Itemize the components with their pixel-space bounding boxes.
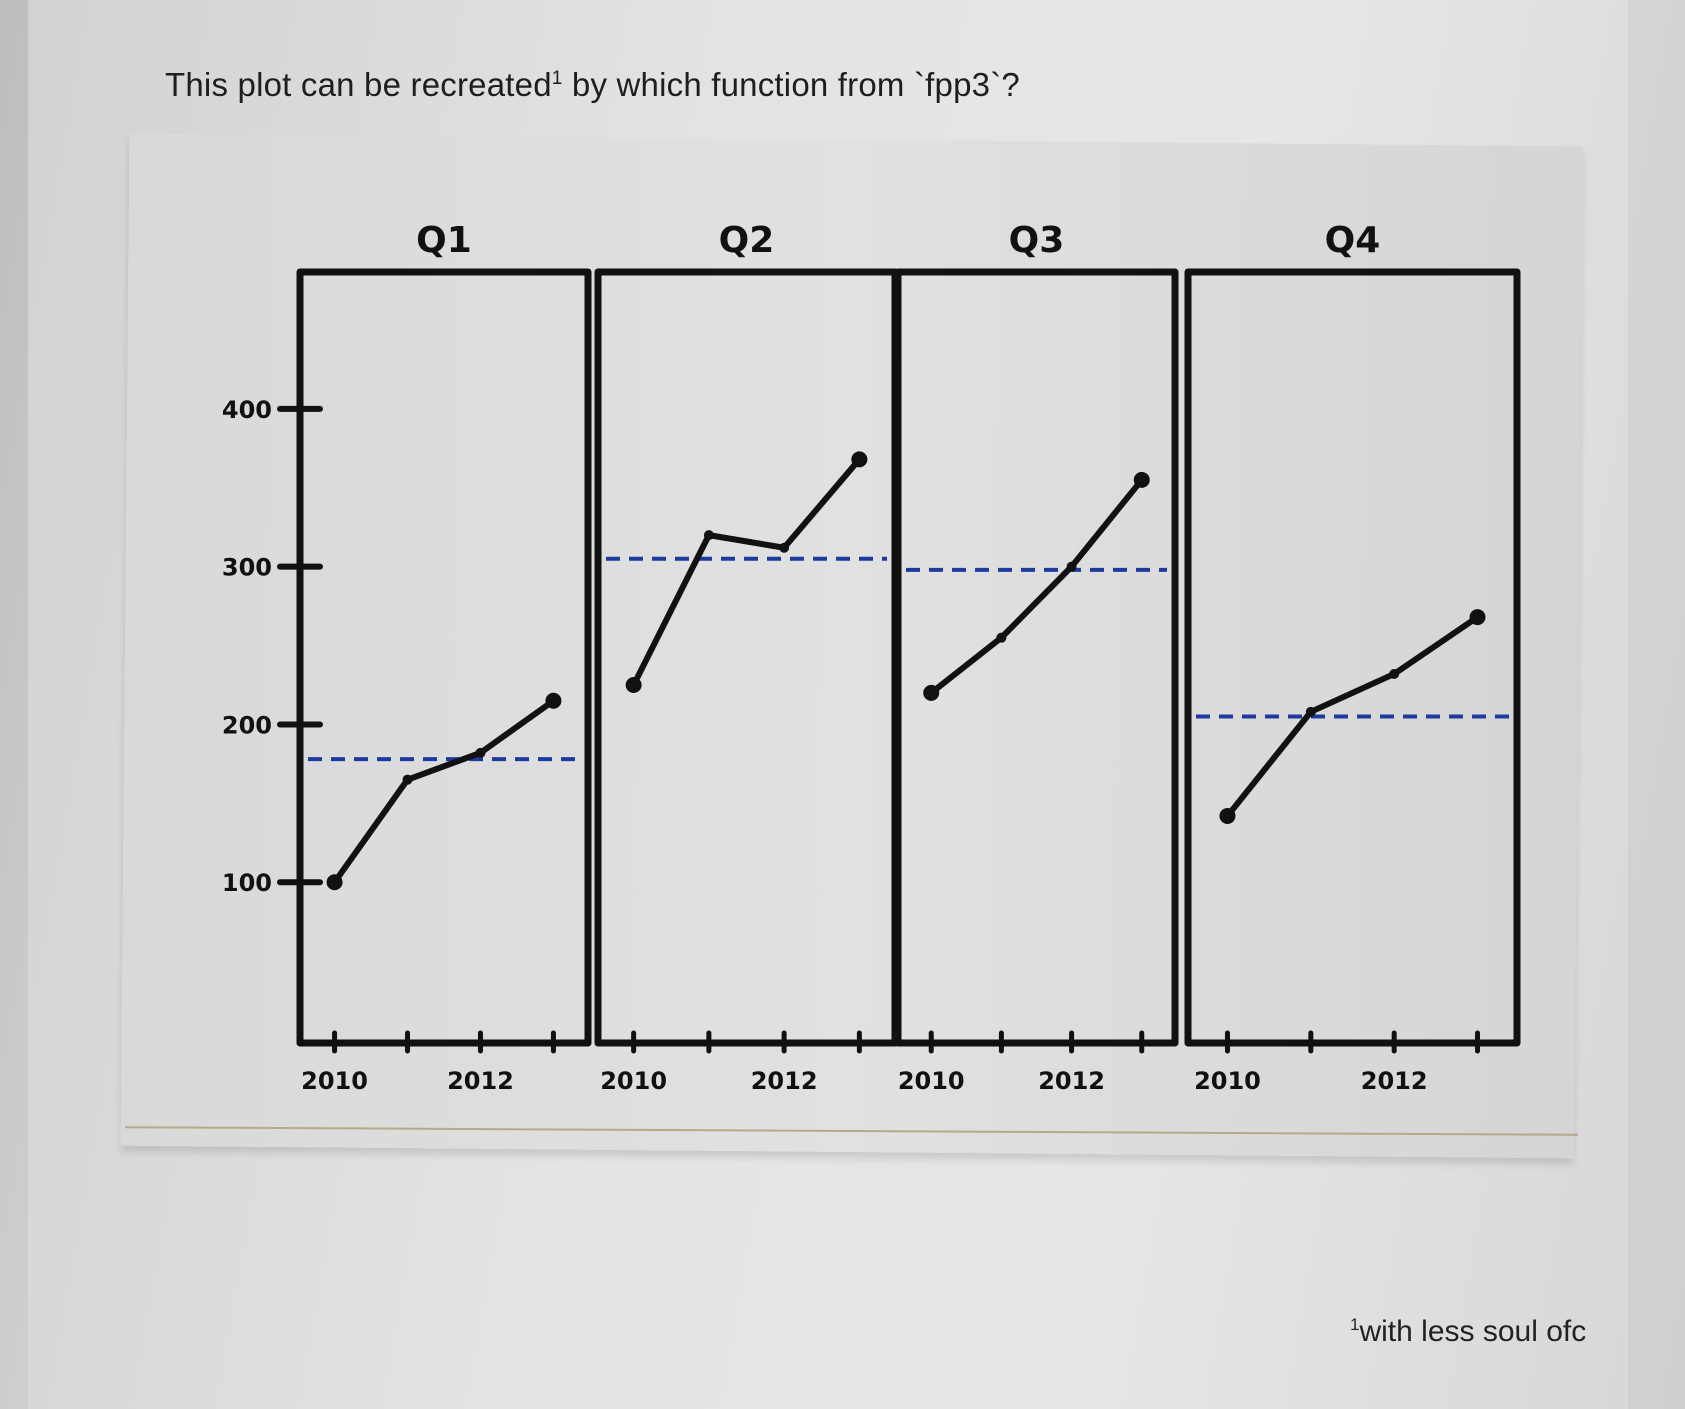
x-tick-label: 2010 [1194,1067,1261,1095]
facet-panel-frame [894,268,1179,1047]
facet-title: Q1 [416,220,472,261]
data-point [402,774,413,785]
data-point [1066,561,1077,572]
data-point [1469,609,1486,626]
facet-title: Q3 [1009,220,1065,261]
facet-title: Q4 [1325,220,1381,261]
y-tick-label: 200 [222,711,272,739]
data-point [996,632,1007,643]
x-tick-label: 2012 [1038,1067,1105,1095]
y-tick-label: 400 [222,396,272,424]
data-point [326,874,343,891]
x-tick-label: 2012 [751,1067,818,1095]
data-point [545,692,562,709]
series-line [1224,614,1481,819]
series-line [630,456,863,688]
y-tick-label: 100 [222,869,272,897]
question-text: This plot can be recreated1 by which fun… [165,66,1020,104]
data-point [851,451,868,468]
x-tick-label: 2012 [1361,1067,1428,1095]
data-point [1389,668,1400,679]
data-point [1219,807,1236,824]
x-tick-label: 2010 [301,1067,368,1095]
facet-title: Q2 [719,220,775,261]
facet-panel-frame [594,268,899,1047]
x-tick-label: 2012 [447,1067,514,1095]
data-point [1305,706,1316,717]
series-line [331,697,557,886]
x-tick-label: 2010 [898,1067,965,1095]
question-superscript: 1 [551,68,563,89]
data-point [703,530,714,541]
data-point [779,542,790,553]
data-point [625,677,642,693]
x-tick-label: 2010 [600,1067,667,1095]
series-line [928,476,1145,696]
footnote: 1with less soul ofc [1350,1315,1586,1349]
question-text-after: by which function from `fpp3`? [562,66,1020,103]
data-point [1133,471,1150,488]
facet-panel-frame [1184,268,1521,1047]
facet-panel-frame [296,268,592,1047]
footnote-text: with less soul ofc [1359,1315,1587,1348]
question-text-before: This plot can be recreated [165,66,552,103]
footnote-marker: 1 [1350,1315,1360,1334]
y-tick-label: 300 [222,554,272,582]
data-point [475,747,486,758]
data-point [923,684,940,701]
